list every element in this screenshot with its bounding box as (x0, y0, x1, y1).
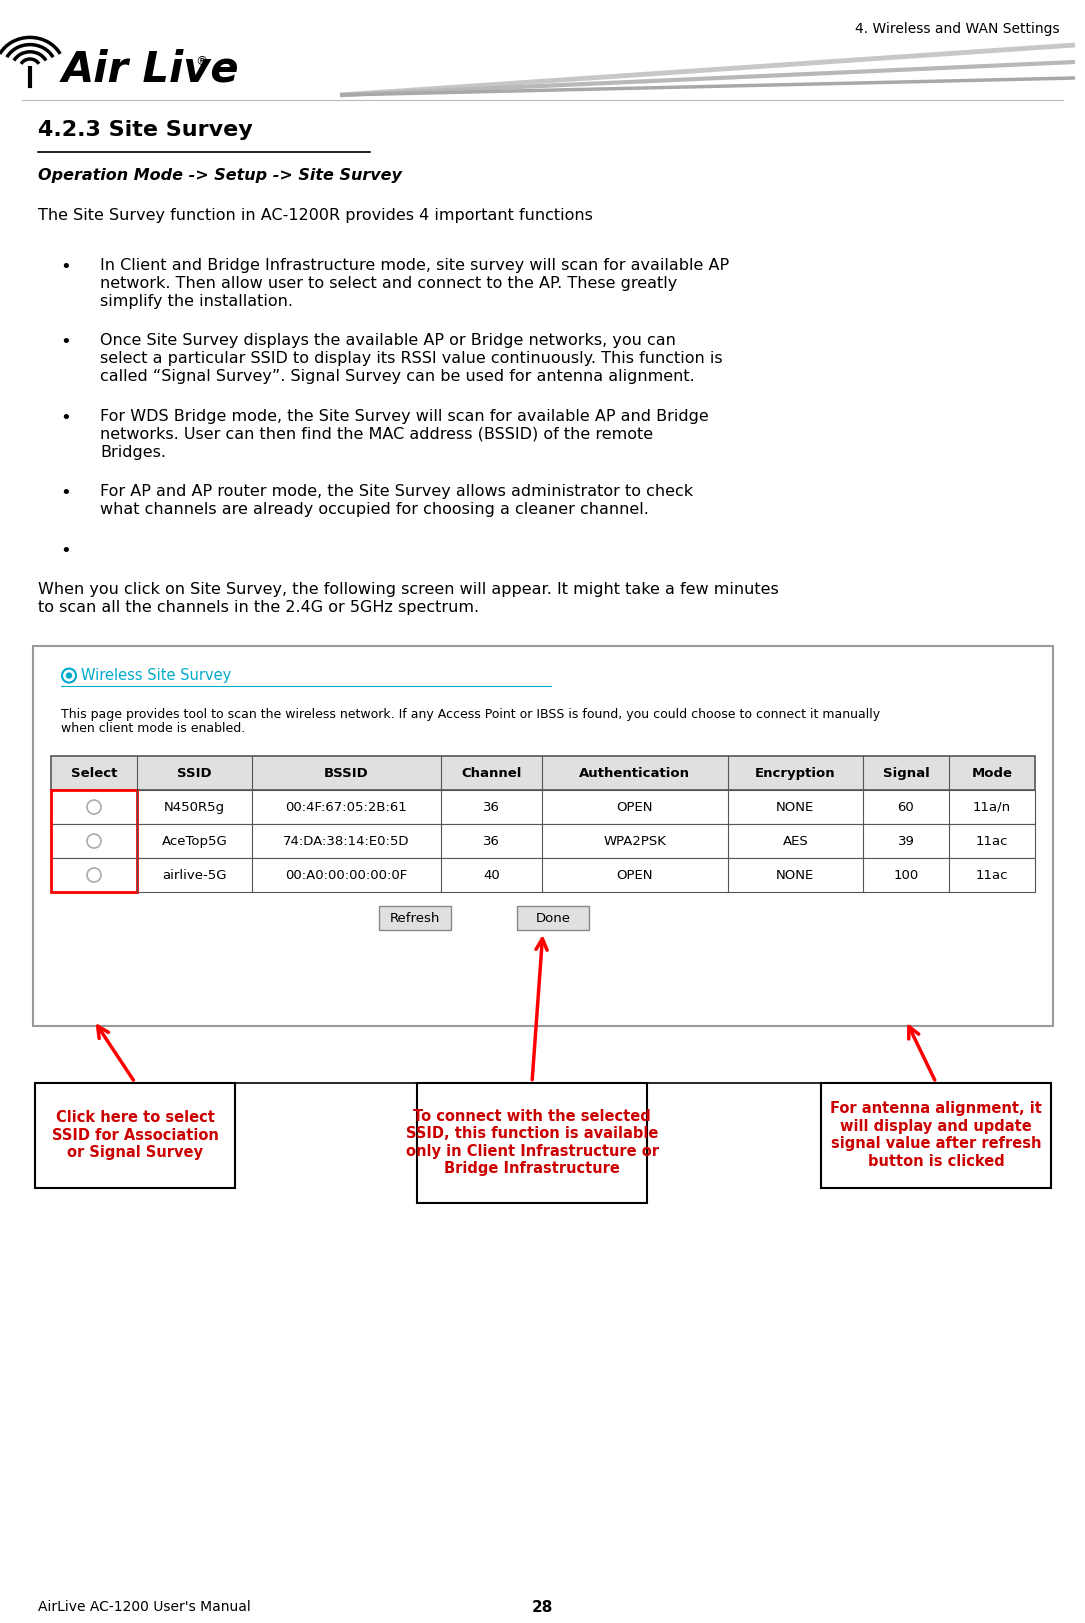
Bar (516, 906, 589, 930)
Text: 36: 36 (483, 800, 500, 813)
Text: WPA2PSK: WPA2PSK (603, 834, 666, 847)
Text: called “Signal Survey”. Signal Survey can be used for antenna alignment.: called “Signal Survey”. Signal Survey ca… (100, 368, 694, 385)
Bar (51, 790, 137, 893)
Text: 11a/n: 11a/n (973, 800, 1011, 813)
Text: SSID: SSID (177, 766, 212, 779)
Text: Wireless Site Survey: Wireless Site Survey (81, 667, 231, 683)
Text: •: • (60, 409, 71, 427)
Text: 60: 60 (897, 800, 915, 813)
Text: 39: 39 (897, 834, 915, 847)
Bar (417, 1083, 647, 1203)
Text: Signal: Signal (882, 766, 930, 779)
Bar (51, 790, 1035, 824)
Text: When you click on Site Survey, the following screen will appear. It might take a: When you click on Site Survey, the follo… (38, 583, 779, 597)
Text: 4.2.3 Site Survey: 4.2.3 Site Survey (38, 120, 253, 140)
Text: 28: 28 (532, 1600, 552, 1615)
Circle shape (66, 674, 72, 678)
Text: N450R5g: N450R5g (164, 800, 225, 813)
Text: 40: 40 (483, 868, 500, 881)
Text: NONE: NONE (776, 800, 815, 813)
Bar (51, 859, 1035, 893)
Text: Once Site Survey displays the available AP or Bridge networks, you can: Once Site Survey displays the available … (100, 333, 676, 349)
Text: 11ac: 11ac (975, 834, 1008, 847)
Text: Mode: Mode (971, 766, 1012, 779)
Text: BSSID: BSSID (324, 766, 369, 779)
Text: network. Then allow user to select and connect to the AP. These greatly: network. Then allow user to select and c… (100, 276, 677, 291)
Text: For antenna alignment, it
will display and update
signal value after refresh
but: For antenna alignment, it will display a… (830, 1102, 1042, 1169)
Text: This page provides tool to scan the wireless network. If any Access Point or IBS: This page provides tool to scan the wire… (61, 708, 880, 721)
Text: Select: Select (71, 766, 117, 779)
Bar (35, 1083, 235, 1188)
Text: when client mode is enabled.: when client mode is enabled. (61, 722, 245, 735)
Bar (821, 1083, 1051, 1188)
Text: ®: ® (195, 55, 207, 68)
Text: For AP and AP router mode, the Site Survey allows administrator to check: For AP and AP router mode, the Site Surv… (100, 484, 693, 500)
Text: For WDS Bridge mode, the Site Survey will scan for available AP and Bridge: For WDS Bridge mode, the Site Survey wil… (100, 409, 709, 424)
Text: to scan all the channels in the 2.4G or 5GHz spectrum.: to scan all the channels in the 2.4G or … (38, 601, 480, 615)
Text: OPEN: OPEN (616, 800, 653, 813)
Text: AceTop5G: AceTop5G (162, 834, 227, 847)
Text: •: • (60, 542, 71, 560)
Text: NONE: NONE (776, 868, 815, 881)
Text: 00:A0:00:00:00:0F: 00:A0:00:00:00:0F (285, 868, 408, 881)
Text: OPEN: OPEN (616, 868, 653, 881)
Bar (33, 646, 1054, 1026)
Text: Operation Mode -> Setup -> Site Survey: Operation Mode -> Setup -> Site Survey (38, 169, 401, 183)
Text: 100: 100 (893, 868, 919, 881)
Text: Authentication: Authentication (579, 766, 690, 779)
Text: select a particular SSID to display its RSSI value continuously. This function i: select a particular SSID to display its … (100, 351, 723, 367)
Text: •: • (60, 258, 71, 276)
Text: 74:DA:38:14:E0:5D: 74:DA:38:14:E0:5D (283, 834, 409, 847)
Text: Channel: Channel (461, 766, 522, 779)
Text: simplify the installation.: simplify the installation. (100, 294, 293, 308)
Text: Done: Done (535, 912, 571, 925)
Text: AirLive AC-1200 User's Manual: AirLive AC-1200 User's Manual (38, 1600, 251, 1613)
Bar (379, 906, 451, 930)
Text: AES: AES (782, 834, 808, 847)
Text: The Site Survey function in AC-1200R provides 4 important functions: The Site Survey function in AC-1200R pro… (38, 208, 592, 222)
Text: •: • (60, 484, 71, 503)
Text: Bridges.: Bridges. (100, 445, 166, 459)
Text: •: • (60, 333, 71, 352)
Text: In Client and Bridge Infrastructure mode, site survey will scan for available AP: In Client and Bridge Infrastructure mode… (100, 258, 729, 273)
Text: Refresh: Refresh (390, 912, 441, 925)
Text: 11ac: 11ac (975, 868, 1008, 881)
Text: To connect with the selected
SSID, this function is available
only in Client Inf: To connect with the selected SSID, this … (406, 1109, 659, 1177)
Bar (51, 824, 1035, 859)
Text: 00:4F:67:05:2B:61: 00:4F:67:05:2B:61 (285, 800, 407, 813)
Text: Click here to select
SSID for Association
or Signal Survey: Click here to select SSID for Associatio… (52, 1110, 218, 1160)
Bar (51, 756, 1035, 790)
Text: 4. Wireless and WAN Settings: 4. Wireless and WAN Settings (855, 23, 1060, 36)
Text: networks. User can then find the MAC address (BSSID) of the remote: networks. User can then find the MAC add… (100, 427, 653, 441)
Text: airlive-5G: airlive-5G (162, 868, 227, 881)
Text: Air Live: Air Live (62, 49, 240, 89)
Text: what channels are already occupied for choosing a cleaner channel.: what channels are already occupied for c… (100, 502, 649, 518)
Text: Encryption: Encryption (755, 766, 835, 779)
Text: 36: 36 (483, 834, 500, 847)
